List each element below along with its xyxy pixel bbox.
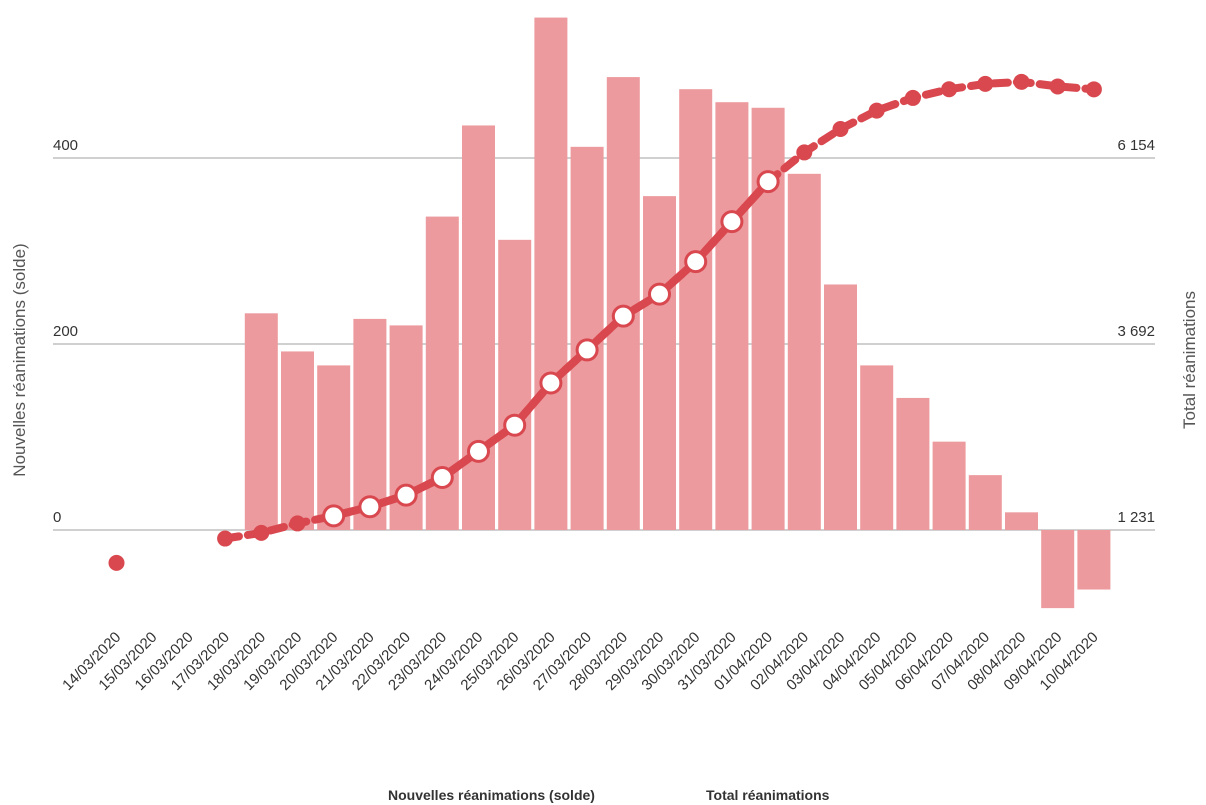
right-tick-label: 3 692: [1117, 323, 1155, 340]
line-point: [1013, 73, 1030, 90]
bar: [281, 351, 314, 530]
right-tick-label: 1 231: [1117, 509, 1155, 526]
bar: [1005, 512, 1038, 530]
right-tick-label: 6 154: [1117, 137, 1155, 154]
bar: [534, 17, 568, 530]
right-axis-title: Total réanimations: [1180, 291, 1199, 429]
line-point: [108, 554, 125, 571]
line-point: [322, 504, 346, 528]
bar: [1041, 530, 1075, 609]
right-axis-ticks: 1 231 3 692 6 154: [1117, 137, 1155, 526]
line-point: [904, 89, 921, 106]
line-point: [756, 170, 780, 194]
bar: [715, 102, 749, 530]
line-series: [108, 73, 1102, 571]
bar: [932, 441, 966, 530]
bar: [462, 125, 495, 530]
bar: [244, 313, 278, 530]
bar: [317, 365, 351, 530]
line-point: [575, 338, 599, 362]
bar: [824, 284, 857, 530]
line-point: [1049, 78, 1066, 95]
line-point: [720, 210, 744, 234]
line-point: [217, 530, 234, 547]
line-point: [430, 465, 454, 489]
line-point: [358, 495, 382, 519]
bar: [679, 89, 713, 531]
left-tick-label: 400: [53, 137, 78, 154]
line-point: [832, 120, 849, 137]
line-point: [941, 81, 958, 98]
x-axis-ticks: 14/03/202015/03/202016/03/202017/03/2020…: [59, 629, 1102, 694]
bar: [353, 318, 387, 530]
legend-item-line: Total réanimations: [706, 787, 830, 803]
gridlines: [53, 157, 1155, 531]
line-point: [796, 144, 813, 161]
line-point: [503, 413, 527, 437]
line-point: [648, 282, 671, 306]
legend-item-bars: Nouvelles réanimations (solde): [388, 787, 595, 803]
bar-series: [244, 17, 1111, 609]
line-point: [253, 524, 270, 541]
line-point: [394, 483, 418, 507]
bar: [606, 77, 640, 530]
left-tick-label: 200: [53, 323, 78, 340]
line-point: [289, 515, 306, 532]
line-point: [611, 304, 635, 328]
bar: [643, 196, 676, 530]
legend: Nouvelles réanimations (solde) Total réa…: [388, 787, 830, 803]
bar: [1077, 530, 1111, 590]
left-axis-ticks: 0 200 400: [53, 137, 78, 526]
line-point: [1085, 81, 1102, 98]
bar: [498, 239, 532, 530]
bar: [896, 397, 930, 530]
line-point: [539, 371, 563, 395]
line-point: [467, 439, 490, 463]
line-point: [977, 75, 994, 92]
line-point: [868, 102, 885, 119]
left-tick-label: 0: [53, 509, 61, 526]
bar: [860, 365, 894, 530]
left-axis-title: Nouvelles réanimations (solde): [10, 243, 29, 476]
bar: [968, 475, 1002, 530]
bar: [787, 173, 821, 530]
line-point: [684, 250, 708, 274]
